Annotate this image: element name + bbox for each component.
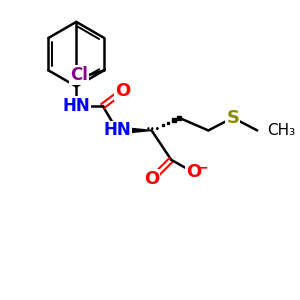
Text: S: S: [226, 109, 239, 127]
Text: HN: HN: [103, 122, 131, 140]
Text: CH₃: CH₃: [267, 123, 295, 138]
Text: •••: •••: [146, 125, 161, 134]
Text: O: O: [186, 164, 201, 181]
Text: O: O: [144, 170, 159, 188]
Text: −: −: [196, 160, 208, 175]
Text: Cl: Cl: [70, 66, 88, 84]
Text: O: O: [115, 82, 130, 100]
Polygon shape: [117, 127, 152, 134]
Text: HN: HN: [62, 97, 90, 115]
